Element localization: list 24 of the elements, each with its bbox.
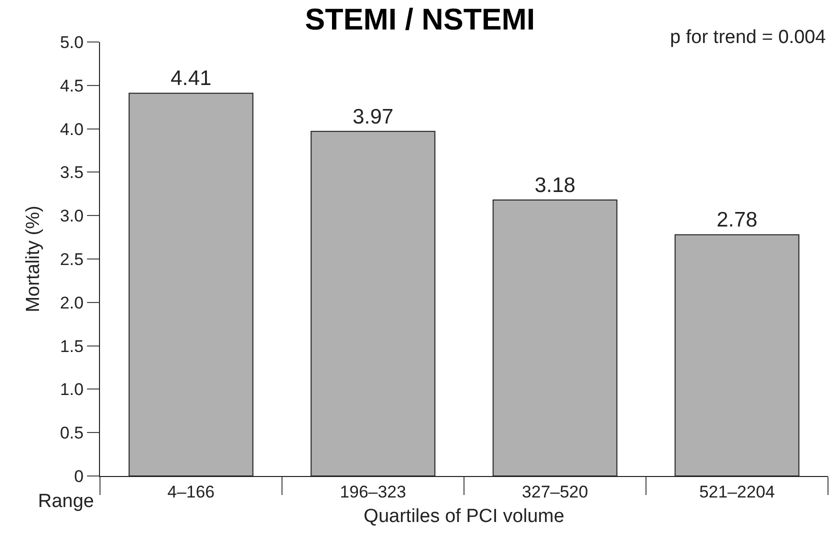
y-tick-label: 4.0	[60, 120, 84, 139]
data-label: 2.78	[716, 208, 758, 232]
chart-title: STEMI / NSTEMI	[304, 3, 536, 36]
y-tick-label: 3.0	[60, 206, 84, 226]
data-label: 4.41	[170, 67, 212, 90]
x-tick-label: 196–323	[340, 482, 406, 502]
x-tick-label: 521–2204	[699, 482, 775, 502]
y-tick-label: 3.5	[60, 163, 84, 182]
y-tick-label: 2.0	[60, 293, 84, 312]
y-axis-title: Mortality (%)	[22, 206, 44, 312]
x-tick-label: 4–166	[167, 482, 215, 502]
y-tick-label: 5.0	[60, 32, 84, 52]
y-tick-label: 4.5	[60, 76, 84, 96]
x-axis-title: Quartiles of PCI volume	[364, 506, 564, 528]
y-tick-label: 0.5	[60, 424, 84, 443]
y-tick-label: 1.0	[60, 380, 84, 400]
annotation: p for trend = 0.004	[670, 27, 826, 48]
y-tick-label: 1.5	[60, 336, 84, 356]
y-tick-label: 0	[74, 466, 84, 486]
text: Range	[38, 491, 94, 512]
x-tick-label: 327–520	[522, 482, 588, 502]
data-label: 3.18	[534, 174, 576, 197]
y-tick-label: 2.5	[60, 250, 84, 269]
data-label: 3.97	[352, 105, 394, 128]
